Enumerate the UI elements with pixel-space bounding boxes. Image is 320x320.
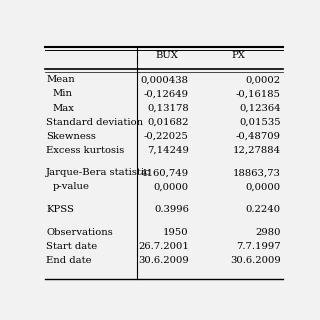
- Text: -0,16185: -0,16185: [236, 90, 281, 99]
- Text: 1950: 1950: [163, 228, 189, 237]
- Text: 0,01535: 0,01535: [239, 117, 281, 126]
- Text: -0,22025: -0,22025: [144, 132, 189, 140]
- Text: 7,14249: 7,14249: [147, 146, 189, 155]
- Text: 30.6.2009: 30.6.2009: [138, 256, 189, 265]
- Text: 30.6.2009: 30.6.2009: [230, 256, 281, 265]
- Text: 7.7.1997: 7.7.1997: [236, 242, 281, 251]
- Text: 0,0000: 0,0000: [154, 182, 189, 191]
- Text: Observations: Observations: [46, 228, 113, 237]
- Text: Max: Max: [52, 103, 74, 113]
- Text: 0,12364: 0,12364: [239, 103, 281, 113]
- Text: KPSS: KPSS: [46, 205, 74, 214]
- Text: Min: Min: [52, 90, 72, 99]
- Text: 0,0000: 0,0000: [245, 182, 281, 191]
- Text: 2980: 2980: [255, 228, 281, 237]
- Text: 0,01682: 0,01682: [147, 117, 189, 126]
- Text: BUX: BUX: [155, 51, 178, 60]
- Text: 0.2240: 0.2240: [245, 205, 281, 214]
- Text: Mean: Mean: [46, 76, 75, 84]
- Text: -0,12649: -0,12649: [144, 90, 189, 99]
- Text: 0,13178: 0,13178: [147, 103, 189, 113]
- Text: 26.7.2001: 26.7.2001: [138, 242, 189, 251]
- Text: 0,000438: 0,000438: [141, 76, 189, 84]
- Text: 0,0002: 0,0002: [245, 76, 281, 84]
- Text: -0,48709: -0,48709: [236, 132, 281, 140]
- Text: 4160,749: 4160,749: [141, 168, 189, 177]
- Text: 12,27884: 12,27884: [232, 146, 281, 155]
- Text: End date: End date: [46, 256, 92, 265]
- Text: 0.3996: 0.3996: [154, 205, 189, 214]
- Text: Standard deviation: Standard deviation: [46, 117, 143, 126]
- Text: PX: PX: [231, 51, 245, 60]
- Text: Jarque-Bera statistic: Jarque-Bera statistic: [46, 168, 151, 177]
- Text: Skewness: Skewness: [46, 132, 96, 140]
- Text: Excess kurtosis: Excess kurtosis: [46, 146, 124, 155]
- Text: Start date: Start date: [46, 242, 98, 251]
- Text: p-value: p-value: [52, 182, 89, 191]
- Text: 18863,73: 18863,73: [233, 168, 281, 177]
